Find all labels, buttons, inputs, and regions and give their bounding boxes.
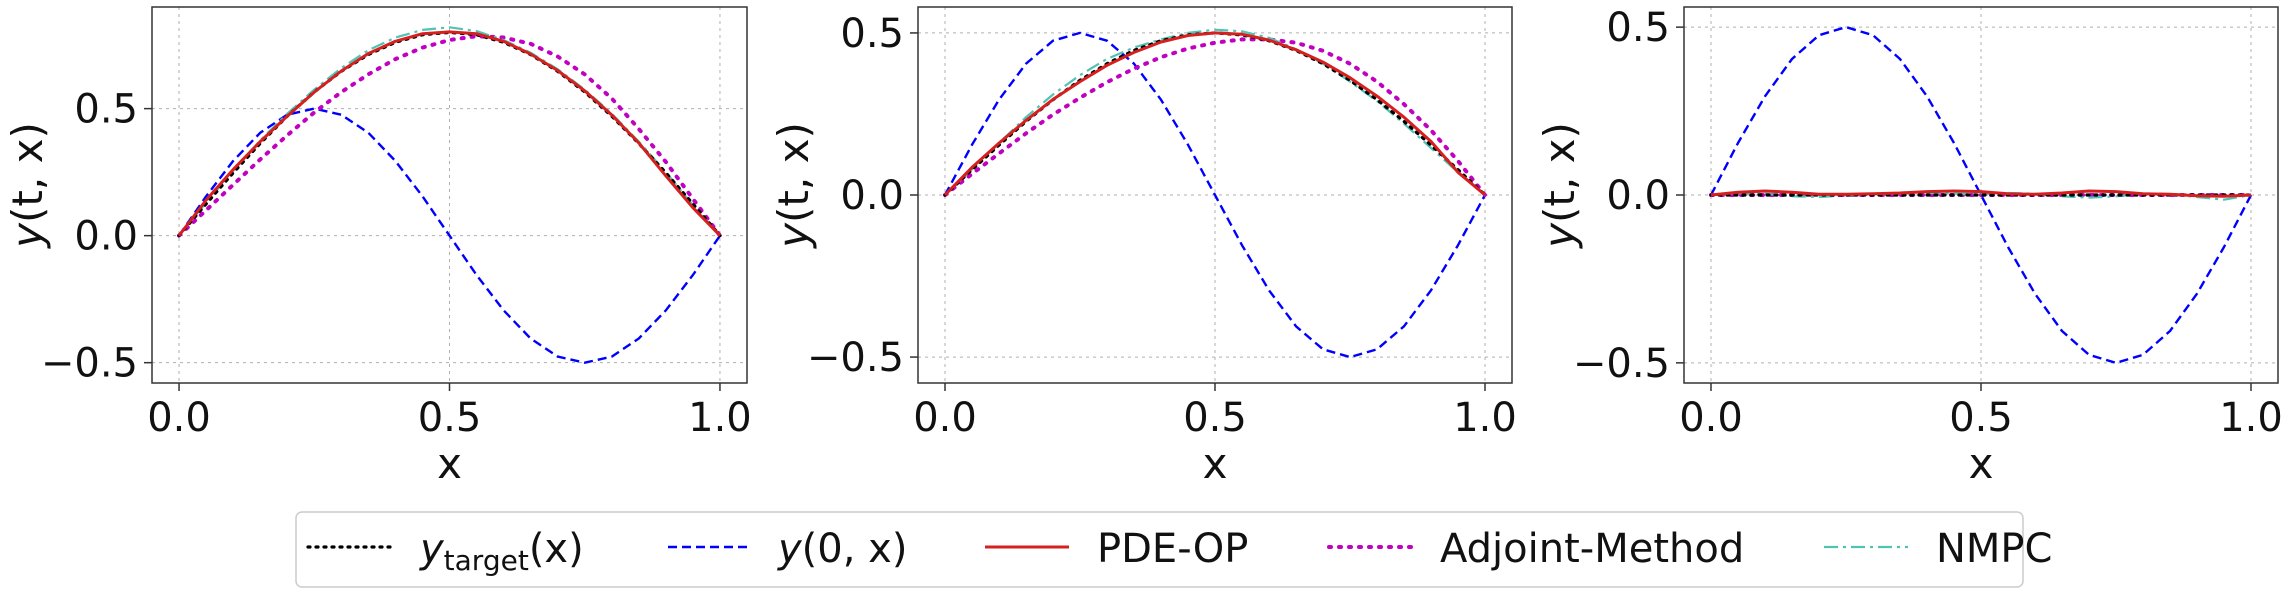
subplot-3: 0.0 0.5 1.0−0.50.00.5xy(t, x)	[1535, 5, 2283, 488]
legend-label-pdeop: PDE-OP	[1097, 526, 1248, 572]
y-tick-label: 0.5	[840, 11, 904, 57]
x-tick-label: 1.0	[1453, 395, 1517, 441]
y-tick-label: −0.5	[41, 341, 138, 387]
legend-entry-pdeop: PDE-OP	[985, 526, 1248, 572]
x-axis-label: x	[1203, 439, 1228, 488]
y-axis-label: y(t, x)	[1535, 122, 1584, 250]
x-tick-label: 1.0	[2219, 395, 2283, 441]
y-axis-label: y(t, x)	[769, 122, 818, 250]
x-tick-label: 0.0	[147, 395, 211, 441]
y-tick-label: −0.5	[1573, 341, 1670, 387]
y-tick-label: 0.5	[1606, 5, 1670, 51]
y-tick-label: 0.0	[74, 214, 138, 260]
legend: ytarget(x) y(0, x) PDE-OP Adjoint-Method NMP…	[295, 511, 2052, 588]
x-tick-label: 0.5	[418, 395, 482, 441]
series-line-pdeop	[177, 30, 722, 237]
subplots: 0.0 0.5 1.0−0.50.00.5xy(t, x)0.0 0.5 1.0−0.5…	[3, 5, 2283, 488]
legend-entry-target: ytarget(x)	[306, 526, 584, 577]
x-tick-label: 0.5	[1183, 395, 1247, 441]
x-tick-label: 0.0	[913, 395, 977, 441]
series-line-adjoint	[177, 34, 722, 238]
legend-label-initial: y(0, x)	[777, 526, 907, 572]
series-line-adjoint	[943, 37, 1487, 197]
series-line-initial	[943, 31, 1487, 359]
x-axis-label: x	[1969, 439, 1994, 488]
x-tick-label: 0.0	[1679, 395, 1743, 441]
legend-entry-adjoint: Adjoint-Method	[1327, 526, 1744, 572]
subplot-2: 0.0 0.5 1.0−0.50.00.5xy(t, x)	[769, 6, 1517, 488]
legend-label-adjoint: Adjoint-Method	[1440, 526, 1744, 572]
y-tick-label: 0.0	[1606, 173, 1670, 219]
legend-entry-initial: y(0, x)	[668, 526, 907, 572]
legend-label-target: ytarget(x)	[419, 526, 584, 577]
y-tick-label: 0.5	[74, 87, 138, 133]
series-line-initial	[178, 107, 721, 364]
y-axis-label: y(t, x)	[3, 122, 52, 250]
legend-frame	[295, 511, 2024, 588]
x-tick-label: 1.0	[688, 395, 752, 441]
x-tick-label: 0.5	[1949, 395, 2013, 441]
y-tick-label: −0.5	[807, 335, 904, 381]
subplot-1: 0.0 0.5 1.0−0.50.00.5xy(t, x)	[3, 6, 752, 488]
series-line-pdeop	[1710, 189, 2252, 198]
series-line-initial	[1709, 25, 2253, 365]
series-line-nmpc	[944, 28, 1486, 196]
y-tick-label: 0.0	[840, 173, 904, 219]
x-axis-label: x	[437, 439, 462, 488]
series-line-pdeop	[943, 31, 1486, 197]
legend-entry-nmpc: NMPC	[1824, 526, 2052, 572]
legend-label-nmpc: NMPC	[1936, 526, 2052, 572]
